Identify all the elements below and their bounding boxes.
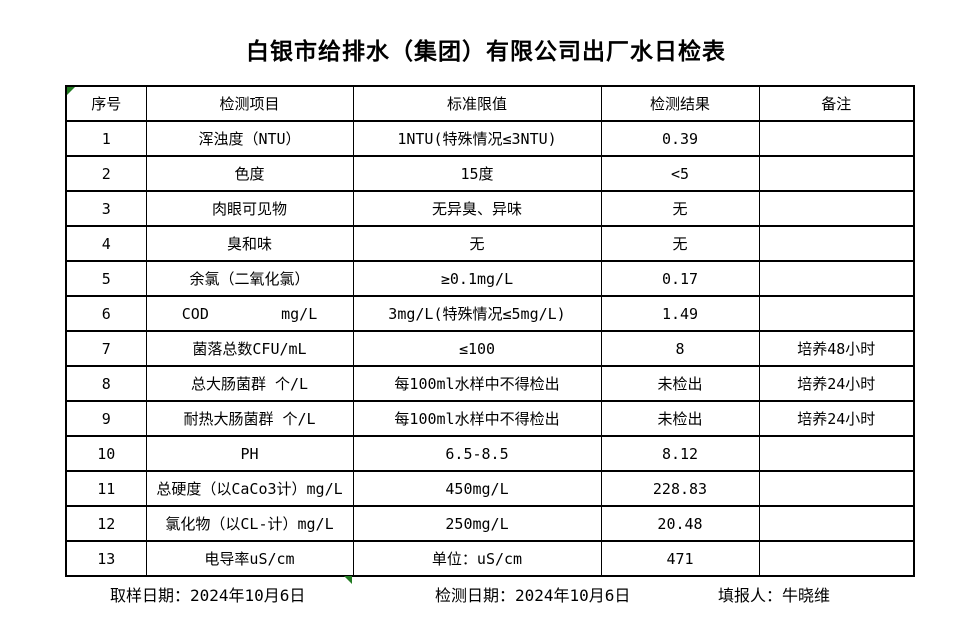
result-cell: 0.17 — [600, 260, 760, 297]
item-cell: 臭和味 — [145, 225, 354, 262]
table-row: 7 菌落总数CFU/mL ≤100 8 培养48小时 — [65, 330, 915, 367]
table-row: 2 色度 15度 <5 — [65, 155, 915, 192]
limit-cell: 无异臭、异味 — [352, 190, 602, 227]
limit-cell: 每100ml水样中不得检出 — [352, 365, 602, 402]
result-cell: 20.48 — [600, 505, 760, 542]
remark-cell — [758, 190, 915, 227]
table-row: 11 总硬度（以CaCo3计）mg/L 450mg/L 228.83 — [65, 470, 915, 507]
table-row: 6 COD mg/L 3mg/L(特殊情况≤5mg/L) 1.49 — [65, 295, 915, 332]
table-row: 1 浑浊度（NTU） 1NTU(特殊情况≤3NTU) 0.39 — [65, 120, 915, 157]
table-header-row: 序号 检测项目 标准限值 检测结果 备注 — [65, 85, 915, 122]
remark-cell: 培养48小时 — [758, 330, 915, 367]
table-row: 8 总大肠菌群 个/L 每100ml水样中不得检出 未检出 培养24小时 — [65, 365, 915, 402]
limit-cell: 15度 — [352, 155, 602, 192]
result-cell: 未检出 — [600, 400, 760, 437]
header-cell-1: 检测项目 — [145, 85, 354, 122]
test-date: 检测日期：2024年10月6日 — [435, 586, 631, 605]
page-title: 白银市给排水（集团）有限公司出厂水日检表 — [246, 39, 726, 65]
item-cell: 菌落总数CFU/mL — [145, 330, 354, 367]
excel-corner-flag-icon — [67, 87, 75, 95]
table-row: 3 肉眼可见物 无异臭、异味无 — [65, 190, 915, 227]
remark-cell — [758, 470, 915, 507]
result-cell: 471 — [600, 540, 760, 577]
remark-cell — [758, 225, 915, 262]
table-row: 13 电导率uS/cm 单位：uS/cm 471 — [65, 540, 915, 577]
limit-cell: 450mg/L — [352, 470, 602, 507]
item-cell: PH — [145, 435, 354, 472]
no-cell: 10 — [65, 435, 147, 472]
remark-cell — [758, 505, 915, 542]
result-cell: 8 — [600, 330, 760, 367]
item-cell: 电导率uS/cm — [145, 540, 354, 577]
result-cell: 8.12 — [600, 435, 760, 472]
table-row: 9 耐热大肠菌群 个/L 每100ml水样中不得检出 未检出 培养24小时 — [65, 400, 915, 437]
no-cell: 6 — [65, 295, 147, 332]
item-cell: 氯化物（以CL-计）mg/L — [145, 505, 354, 542]
table-row: 10 PH 6.5-8.5 8.12 — [65, 435, 915, 472]
remark-cell — [758, 155, 915, 192]
limit-cell: 每100ml水样中不得检出 — [352, 400, 602, 437]
limit-cell: 250mg/L — [352, 505, 602, 542]
inspection-table: 序号 检测项目 标准限值 检测结果 备注 1 浑浊度（NTU） 1NTU(特殊情况≤3NTU… — [65, 85, 915, 577]
result-cell: 无 — [600, 190, 760, 227]
remark-cell — [758, 120, 915, 157]
item-cell: 色度 — [145, 155, 354, 192]
remark-cell — [758, 540, 915, 577]
no-cell: 7 — [65, 330, 147, 367]
limit-cell: 6.5-8.5 — [352, 435, 602, 472]
item-cell: 总大肠菌群 个/L — [145, 365, 354, 402]
limit-cell: 3mg/L(特殊情况≤5mg/L) — [352, 295, 602, 332]
no-cell: 1 — [65, 120, 147, 157]
no-cell: 12 — [65, 505, 147, 542]
no-cell: 11 — [65, 470, 147, 507]
header-cell-3: 检测结果 — [600, 85, 760, 122]
sample-date: 取样日期：2024年10月6日 — [110, 586, 306, 605]
limit-cell: ≥0.1mg/L — [352, 260, 602, 297]
result-cell: 228.83 — [600, 470, 760, 507]
green-triangle-marker-icon — [344, 576, 352, 584]
result-cell: 未检出 — [600, 365, 760, 402]
item-cell: 余氯（二氧化氯） — [145, 260, 354, 297]
limit-cell: 单位：uS/cm — [352, 540, 602, 577]
result-cell: 1.49 — [600, 295, 760, 332]
no-cell: 8 — [65, 365, 147, 402]
table-row: 4 臭和味无无 — [65, 225, 915, 262]
item-cell: COD mg/L — [145, 295, 354, 332]
result-cell: 无 — [600, 225, 760, 262]
table-row: 5 余氯（二氧化氯） ≥0.1mg/L 0.17 — [65, 260, 915, 297]
limit-cell: ≤100 — [352, 330, 602, 367]
result-cell: 0.39 — [600, 120, 760, 157]
limit-cell: 无 — [352, 225, 602, 262]
no-cell: 2 — [65, 155, 147, 192]
no-cell: 13 — [65, 540, 147, 577]
item-cell: 浑浊度（NTU） — [145, 120, 354, 157]
footer: 取样日期：2024年10月6日 检测日期：2024年10月6日 填报人：牛晓维 — [0, 582, 972, 605]
header-cell-4: 备注 — [758, 85, 915, 122]
header-cell-2: 标准限值 — [352, 85, 602, 122]
remark-cell — [758, 435, 915, 472]
result-cell: <5 — [600, 155, 760, 192]
item-cell: 耐热大肠菌群 个/L — [145, 400, 354, 437]
remark-cell — [758, 295, 915, 332]
item-cell: 肉眼可见物 — [145, 190, 354, 227]
filler-name: 填报人：牛晓维 — [718, 586, 831, 605]
remark-cell: 培养24小时 — [758, 365, 915, 402]
limit-cell: 1NTU(特殊情况≤3NTU) — [352, 120, 602, 157]
table-row: 12 氯化物（以CL-计）mg/L 250mg/L 20.48 — [65, 505, 915, 542]
no-cell: 4 — [65, 225, 147, 262]
item-cell: 总硬度（以CaCo3计）mg/L — [145, 470, 354, 507]
no-cell: 9 — [65, 400, 147, 437]
remark-cell — [758, 260, 915, 297]
no-cell: 3 — [65, 190, 147, 227]
remark-cell: 培养24小时 — [758, 400, 915, 437]
header-cell-0: 序号 — [65, 85, 147, 122]
no-cell: 5 — [65, 260, 147, 297]
